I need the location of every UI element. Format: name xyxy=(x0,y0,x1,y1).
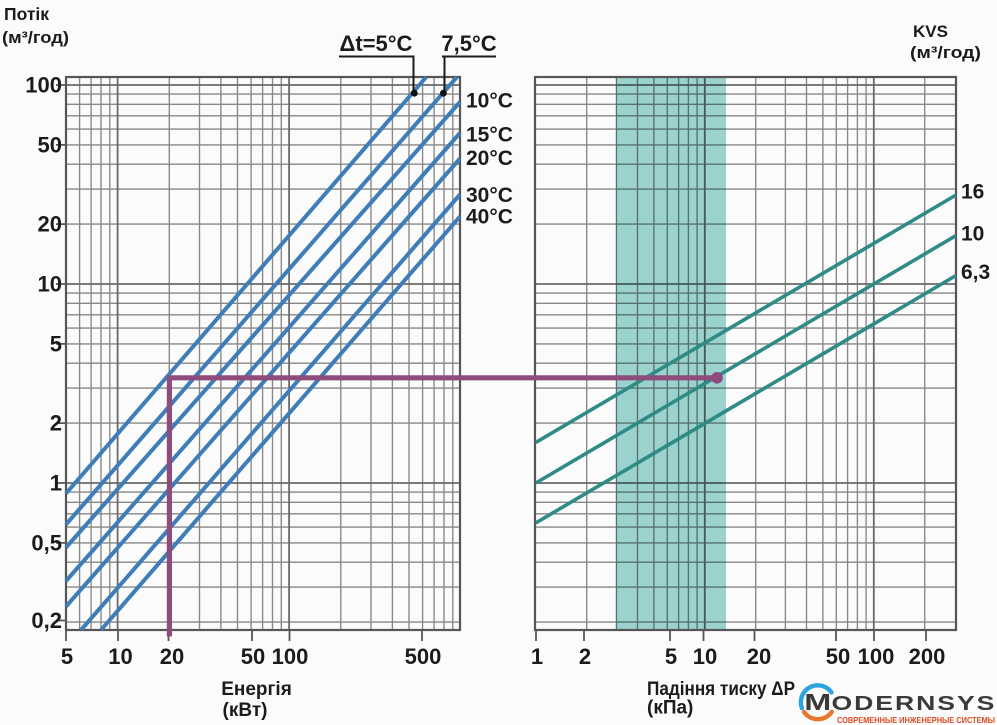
svg-text:5: 5 xyxy=(61,644,73,669)
svg-text:5: 5 xyxy=(50,331,62,356)
svg-text:СОВРЕМЕННЫЕ ИНЖЕНЕРНЫЕ СИСТЕМЫ: СОВРЕМЕННЫЕ ИНЖЕНЕРНЫЕ СИСТЕМЫ xyxy=(837,715,995,725)
svg-text:200: 200 xyxy=(909,644,946,669)
svg-text:7,5°C: 7,5°C xyxy=(441,31,496,56)
svg-text:(м³/год): (м³/год) xyxy=(910,43,981,62)
svg-text:KVS: KVS xyxy=(913,22,948,41)
svg-text:Енергія: Енергія xyxy=(221,679,292,700)
svg-text:Падіння тиску ΔP: Падіння тиску ΔP xyxy=(647,679,795,700)
svg-text:20: 20 xyxy=(38,212,62,237)
svg-text:2: 2 xyxy=(50,411,62,436)
svg-text:ODERNSYS: ODERNSYS xyxy=(832,693,997,715)
svg-text:100: 100 xyxy=(272,644,309,669)
svg-text:50: 50 xyxy=(241,644,265,669)
svg-text:15°C: 15°C xyxy=(466,124,513,147)
svg-text:10: 10 xyxy=(38,272,62,297)
svg-text:50: 50 xyxy=(826,644,850,669)
svg-text:0,5: 0,5 xyxy=(31,530,62,555)
svg-text:6,3: 6,3 xyxy=(961,261,990,284)
svg-text:40°C: 40°C xyxy=(466,205,513,228)
svg-text:1: 1 xyxy=(50,471,62,496)
svg-text:100: 100 xyxy=(25,73,62,98)
svg-text:20: 20 xyxy=(160,644,184,669)
svg-text:0,2: 0,2 xyxy=(31,608,62,633)
svg-text:Потік: Потік xyxy=(4,4,49,24)
svg-text:100: 100 xyxy=(858,644,895,669)
svg-text:5: 5 xyxy=(665,644,677,669)
svg-text:50: 50 xyxy=(38,132,62,157)
svg-text:2: 2 xyxy=(579,644,591,669)
svg-text:10: 10 xyxy=(108,644,132,669)
svg-text:20: 20 xyxy=(747,644,771,669)
svg-text:16: 16 xyxy=(961,181,984,204)
svg-text:10: 10 xyxy=(693,644,717,669)
svg-text:1: 1 xyxy=(531,644,543,669)
svg-text:20°C: 20°C xyxy=(466,147,513,170)
svg-text:(кВт): (кВт) xyxy=(223,700,268,721)
svg-text:(кПа): (кПа) xyxy=(647,698,693,719)
svg-text:30°C: 30°C xyxy=(466,184,513,207)
svg-text:10°C: 10°C xyxy=(466,90,513,113)
svg-text:500: 500 xyxy=(405,644,442,669)
svg-text:M: M xyxy=(804,689,831,716)
svg-text:Δt=5°C: Δt=5°C xyxy=(340,31,413,56)
svg-text:10: 10 xyxy=(961,223,984,246)
svg-text:(м³/год): (м³/год) xyxy=(2,28,69,47)
